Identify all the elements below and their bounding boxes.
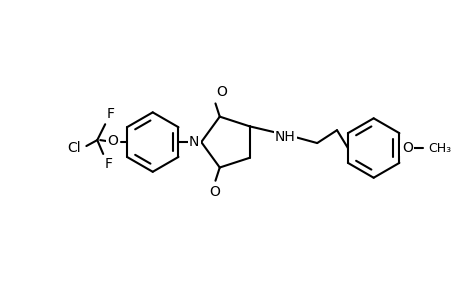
Text: O: O bbox=[401, 141, 412, 155]
Text: F: F bbox=[106, 107, 114, 121]
Text: Cl: Cl bbox=[67, 141, 80, 155]
Text: O: O bbox=[107, 134, 118, 148]
Text: O: O bbox=[208, 185, 219, 199]
Text: NH: NH bbox=[274, 130, 295, 144]
Text: O: O bbox=[216, 85, 227, 100]
Text: CH₃: CH₃ bbox=[427, 142, 450, 154]
Text: N: N bbox=[189, 135, 199, 149]
Text: F: F bbox=[104, 157, 112, 171]
